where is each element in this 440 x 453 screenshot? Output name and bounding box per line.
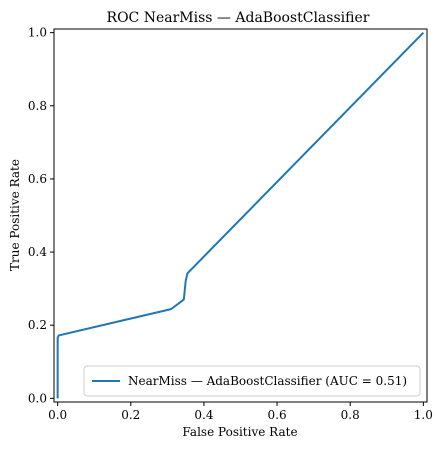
series-layer xyxy=(56,31,425,399)
x-tick-label: 0.6 xyxy=(268,408,287,422)
plot-frame xyxy=(53,28,428,403)
legend-box xyxy=(83,365,421,397)
x-tick-label: 1.0 xyxy=(414,408,433,422)
legend: NearMiss — AdaBoostClassifier (AUC = 0.5… xyxy=(83,365,421,397)
y-tick-label: 1.0 xyxy=(28,26,47,40)
y-axis-label: True Positive Rate xyxy=(8,159,22,271)
x-tick-label: 0.0 xyxy=(48,408,67,422)
x-tick-label: 0.4 xyxy=(194,408,213,422)
y-tick-label: 0.6 xyxy=(28,172,47,186)
legend-label: NearMiss — AdaBoostClassifier (AUC = 0.5… xyxy=(128,374,407,388)
y-axis-ticks: 0.0 0.2 0.4 0.6 0.8 1.0 xyxy=(28,26,54,405)
roc-curve-line xyxy=(56,31,425,399)
y-tick-label: 0.0 xyxy=(28,391,47,405)
x-axis-ticks: 0.0 0.2 0.4 0.6 0.8 1.0 xyxy=(48,402,433,422)
x-tick-label: 0.8 xyxy=(341,408,360,422)
y-tick-label: 0.4 xyxy=(28,245,47,259)
y-tick-label: 0.2 xyxy=(28,318,47,332)
x-axis-label: False Positive Rate xyxy=(182,425,297,439)
chart-title: ROC NearMiss — AdaBoostClassifier xyxy=(107,10,370,26)
y-tick-label: 0.8 xyxy=(28,99,47,113)
x-tick-label: 0.2 xyxy=(121,408,140,422)
